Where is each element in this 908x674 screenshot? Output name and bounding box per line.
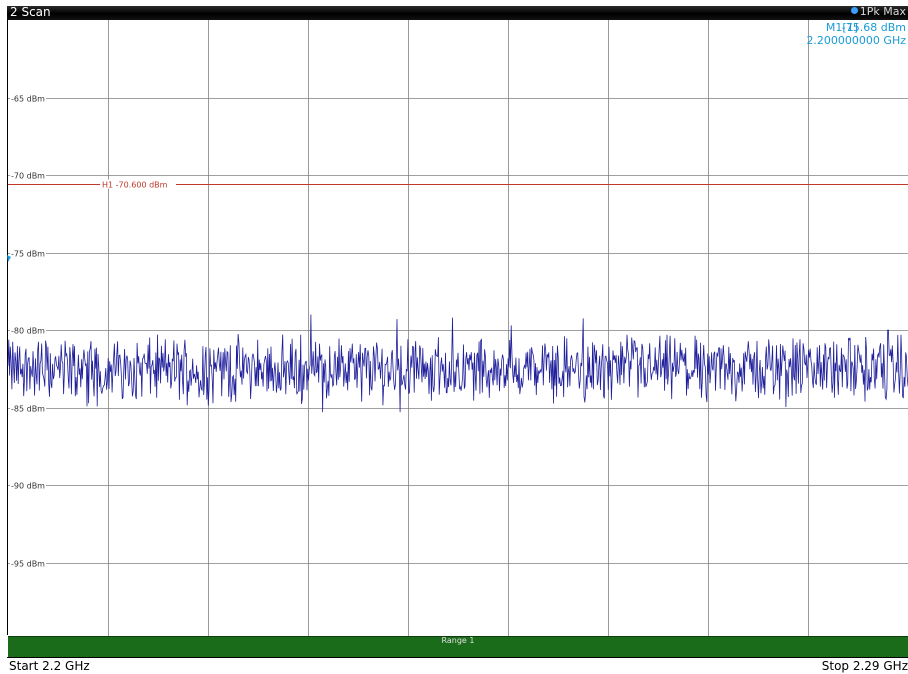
range-bar-divider	[8, 636, 908, 637]
frequency-footer: Start 2.2 GHz Stop 2.29 GHz	[7, 657, 908, 674]
range-label: Range 1	[441, 636, 475, 645]
y-label-bg	[10, 403, 46, 413]
y-tick-label: -75 dBm	[11, 250, 45, 259]
y-tick-label: -95 dBm	[11, 560, 45, 569]
range-bar[interactable]: Range 1	[8, 636, 908, 657]
y-label-bg	[10, 170, 46, 180]
marker-triangle-icon[interactable]	[7, 255, 11, 262]
trace-label: 1Pk Max	[859, 5, 906, 18]
y-tick-label: -90 dBm	[11, 482, 45, 491]
y-tick-label: -70 dBm	[11, 172, 45, 181]
window-title: 2 Scan	[10, 5, 51, 19]
marker-readout: M1[1] -75.68 dBm 2.200000000 GHz	[806, 21, 906, 47]
marker-name: M1[1]	[825, 21, 858, 34]
y-label-bg	[10, 325, 46, 335]
marker-frequency: 2.200000000 GHz	[806, 34, 906, 47]
trace-indicator: 1Pk Max	[850, 5, 906, 18]
grid	[8, 20, 908, 636]
limit-label-bg	[100, 179, 176, 189]
window-titlebar: 2 Scan 1Pk Max	[7, 5, 908, 20]
y-axis-labels: -65 dBm -70 dBm -75 dBm -80 dBm -85 dBm -90 d…	[10, 93, 46, 569]
start-frequency: Start 2.2 GHz	[9, 659, 90, 673]
stop-frequency: Stop 2.29 GHz	[821, 659, 908, 673]
y-label-bg	[10, 558, 46, 568]
limit-line-label: H1 -70.600 dBm	[102, 181, 168, 190]
trace-dot-icon	[850, 7, 858, 14]
y-tick-label: -65 dBm	[11, 95, 45, 104]
plot-left-border	[7, 20, 8, 635]
y-tick-label: -80 dBm	[11, 327, 45, 336]
trace-line	[7, 314, 908, 413]
y-label-bg	[10, 248, 46, 258]
y-label-bg	[10, 93, 46, 103]
marker-level: -75.68 dBm	[841, 21, 906, 34]
y-tick-label: -85 dBm	[11, 405, 45, 414]
y-label-bg	[10, 480, 46, 490]
